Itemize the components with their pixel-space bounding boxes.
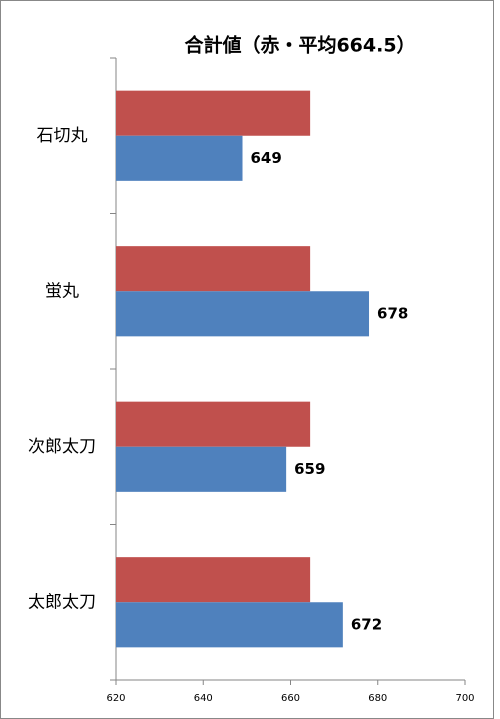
x-tick-label: 640 xyxy=(194,693,213,704)
value-label: 672 xyxy=(351,615,382,633)
value-label: 678 xyxy=(377,304,408,322)
y-tick-label: 石切丸 xyxy=(37,126,88,146)
value-label: 649 xyxy=(251,149,282,167)
x-tick-label: 700 xyxy=(455,693,474,704)
chart-title: 合計値（赤・平均664.5） xyxy=(184,34,415,57)
bar xyxy=(116,246,311,292)
bar xyxy=(116,291,370,337)
y-tick-label: 蛍丸 xyxy=(45,281,79,301)
x-tick-label: 660 xyxy=(281,693,300,704)
y-tick-label: 太郎太刀 xyxy=(28,592,96,612)
x-tick-label: 620 xyxy=(106,693,125,704)
value-label: 659 xyxy=(294,460,325,478)
bar xyxy=(116,602,343,648)
y-tick-label: 次郎太刀 xyxy=(28,437,96,457)
x-tick-label: 680 xyxy=(368,693,387,704)
bar xyxy=(116,446,287,492)
bar xyxy=(116,135,243,181)
bar xyxy=(116,90,311,136)
bar xyxy=(116,401,311,447)
bar xyxy=(116,557,311,603)
